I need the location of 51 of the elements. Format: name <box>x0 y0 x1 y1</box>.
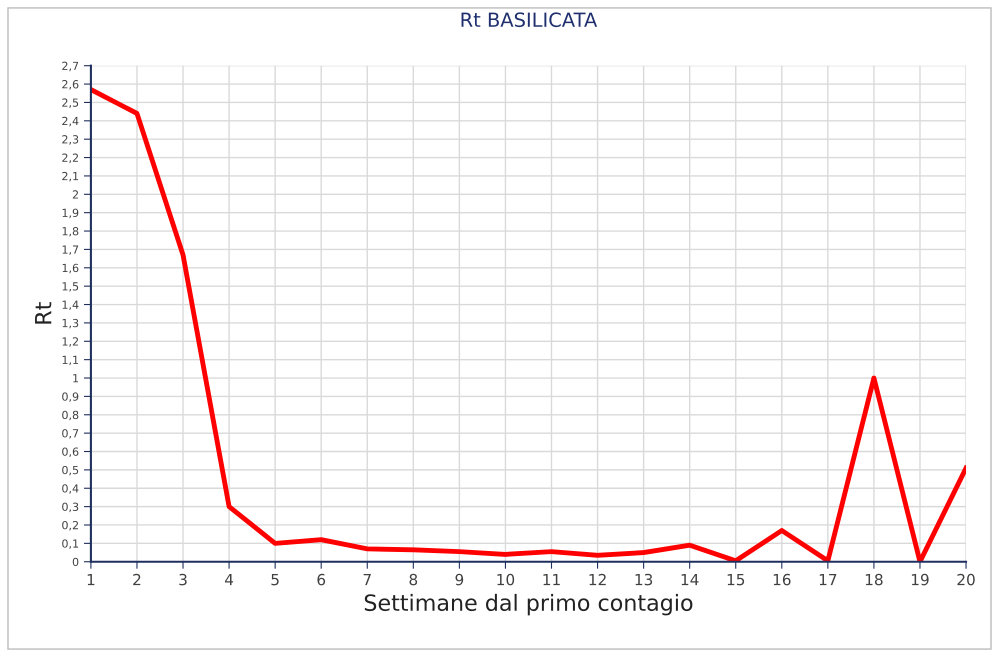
x-tick-label: 10 <box>497 574 514 586</box>
y-tick-label: 0 <box>72 558 78 566</box>
y-tick-label: 2,2 <box>62 154 78 164</box>
y-tick-label: 2,7 <box>62 62 78 72</box>
y-tick-label: 1,9 <box>62 208 78 218</box>
y-tick-label: 0,5 <box>62 466 78 476</box>
x-tick-label: 5 <box>271 574 279 586</box>
x-tick-label: 15 <box>728 574 744 586</box>
x-tick-label: 4 <box>224 574 234 586</box>
x-tick-label: 20 <box>957 574 975 586</box>
y-tick-label: 1 <box>73 374 78 382</box>
x-axis-title: Settimane dal primo contagio <box>364 594 692 616</box>
y-tick-label: 1,3 <box>62 318 78 328</box>
x-tick-label: 11 <box>543 574 560 586</box>
y-tick-label: 0,6 <box>62 447 78 458</box>
y-tick-label: 2,5 <box>62 98 78 108</box>
y-tick-label: 0,7 <box>62 429 78 439</box>
y-tick-label: 1,7 <box>62 246 78 255</box>
x-tick-label: 3 <box>179 574 187 586</box>
chart-title: Rt BASILICATA <box>462 12 598 28</box>
y-tick-label: 0,2 <box>62 520 78 531</box>
y-tick-label: 1,5 <box>62 282 78 292</box>
x-tick-label: 16 <box>774 574 791 586</box>
y-tick-label: 1,6 <box>62 264 78 274</box>
x-tick-label: 19 <box>912 574 929 586</box>
y-axis-title: Rt <box>35 302 52 324</box>
y-tick-label: 0,3 <box>62 502 78 512</box>
y-tick-label: 2,4 <box>62 116 78 126</box>
x-tick-label: 14 <box>682 574 699 586</box>
x-tick-label: 7 <box>364 574 371 586</box>
y-tick-label: 2 <box>72 190 78 199</box>
x-tick-label: 17 <box>820 574 836 586</box>
x-tick-label: 1 <box>88 574 94 586</box>
y-tick-label: 0,8 <box>62 410 78 420</box>
x-tick-label: 12 <box>590 574 606 586</box>
y-tick-label: 2,6 <box>62 80 78 90</box>
y-tick-label: 1,1 <box>62 356 78 366</box>
x-tick-label: 6 <box>317 574 326 586</box>
y-tick-label: 2,3 <box>62 135 78 145</box>
y-tick-label: 0,4 <box>62 484 78 494</box>
y-tick-label: 0,1 <box>62 539 78 549</box>
y-tick-label: 1,4 <box>62 300 78 310</box>
x-tick-label: 9 <box>455 574 464 586</box>
x-tick-label: 13 <box>636 574 652 586</box>
y-tick-label: 1,2 <box>62 337 78 347</box>
y-tick-label: 0,9 <box>62 392 78 402</box>
y-tick-label: 1,8 <box>62 227 78 237</box>
y-tick-label: 2,1 <box>62 172 78 182</box>
x-tick-label: 18 <box>866 574 883 586</box>
x-tick-label: 8 <box>410 574 418 586</box>
x-tick-label: 2 <box>133 574 140 586</box>
